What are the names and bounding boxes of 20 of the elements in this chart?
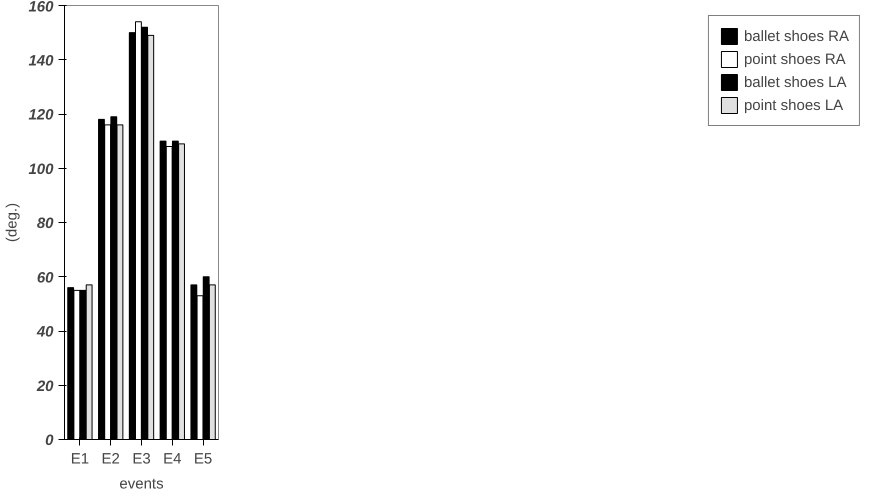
x-tick-label: E3	[132, 450, 151, 468]
x-tick-label: E5	[194, 450, 212, 468]
x-tick-label: E2	[102, 450, 120, 468]
y-tick-label: 0	[45, 432, 54, 449]
y-axis-title: (deg.)	[3, 202, 20, 242]
x-tick-label: E1	[70, 450, 90, 468]
x-axis-title: events	[119, 476, 164, 492]
y-tick-label: 140	[28, 52, 54, 70]
legend-label: point shoes RA	[744, 50, 846, 68]
y-tick-label: 80	[36, 215, 54, 232]
legend-label: ballet shoes RA	[744, 28, 849, 44]
x-tick-label: E4	[163, 450, 182, 468]
y-tick-label: 40	[36, 324, 54, 340]
legend-label: point shoes LA	[744, 96, 844, 114]
y-tick-label: 20	[36, 378, 54, 395]
y-tick-label: 100	[28, 160, 54, 178]
y-tick-label: 120	[28, 106, 54, 124]
legend-label: ballet shoes LA	[744, 74, 847, 90]
y-tick-label: 60	[36, 269, 54, 286]
y-tick-label: 160	[28, 0, 54, 16]
